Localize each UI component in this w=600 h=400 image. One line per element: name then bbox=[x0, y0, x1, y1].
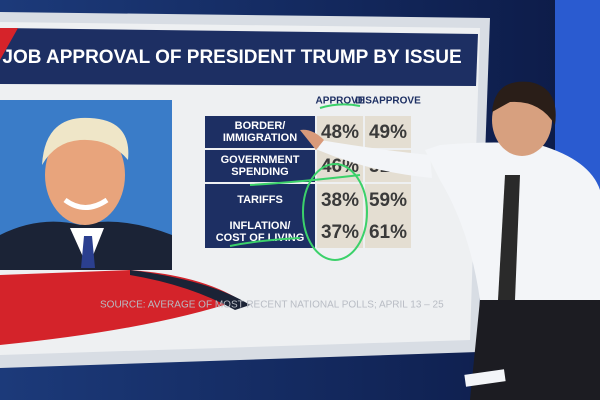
row-label: GOVERNMENT bbox=[221, 154, 300, 166]
title-accent bbox=[0, 28, 18, 60]
presenter-hand bbox=[300, 129, 324, 150]
row-label: TARIFFS bbox=[237, 194, 283, 206]
row-label-cell bbox=[205, 116, 315, 148]
red-swoosh bbox=[0, 270, 240, 345]
annotation-underline bbox=[249, 174, 361, 186]
presenter-arm bbox=[318, 140, 432, 178]
photo-smile bbox=[63, 197, 109, 210]
presenter-tie bbox=[498, 175, 520, 320]
annotation-underline bbox=[229, 237, 301, 247]
value: 37% bbox=[321, 222, 359, 243]
row-label: SPENDING bbox=[231, 166, 288, 178]
presenter-notes bbox=[464, 369, 506, 387]
title: JOB APPROVAL OF PRESIDENT TRUMP BY ISSUE bbox=[2, 47, 461, 68]
row-label-cell bbox=[205, 184, 315, 216]
photo-hair bbox=[42, 117, 129, 165]
row-label-cell bbox=[205, 216, 315, 248]
value: 38% bbox=[321, 190, 359, 211]
row-label: IMMIGRATION bbox=[223, 132, 297, 144]
source: SOURCE: AVERAGE OF MOST RECENT NATIONAL … bbox=[100, 300, 444, 311]
annotation-circle bbox=[302, 163, 368, 261]
row-label-cell bbox=[205, 150, 315, 182]
annotation-underline bbox=[319, 103, 361, 109]
row-label: BORDER/ bbox=[235, 120, 286, 132]
presenter-hair bbox=[492, 81, 556, 125]
value-cell bbox=[365, 216, 411, 248]
row-label: INFLATION/ bbox=[230, 220, 291, 232]
value: 59% bbox=[369, 190, 407, 211]
row-label: COST OF LIVING bbox=[216, 232, 305, 244]
value: 48% bbox=[321, 122, 359, 143]
column-header: APPROVE bbox=[316, 96, 365, 107]
photo-tie bbox=[81, 236, 95, 268]
presenter-trousers bbox=[470, 300, 600, 400]
title-bar bbox=[0, 28, 478, 86]
column-header: DISAPPROVE bbox=[355, 96, 421, 107]
value-cell bbox=[365, 116, 411, 148]
dark-swoosh bbox=[130, 270, 250, 310]
value: 49% bbox=[369, 122, 407, 143]
value-cell bbox=[365, 184, 411, 216]
value: 61% bbox=[369, 222, 407, 243]
value-cell bbox=[317, 216, 363, 248]
value-cell bbox=[317, 184, 363, 216]
